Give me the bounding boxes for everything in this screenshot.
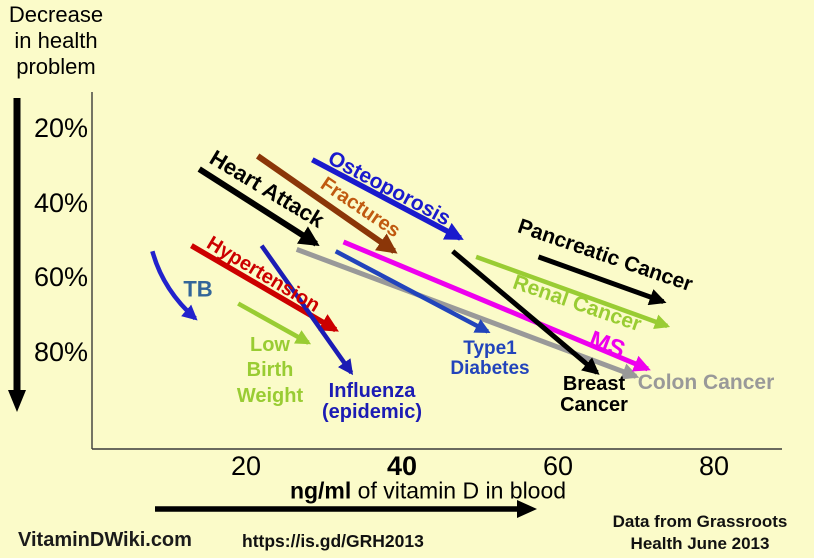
trend-arrow-ms (342, 239, 651, 372)
data-source-line: Data from Grassroots (612, 512, 788, 531)
vitamin-d-direction-arrow (155, 500, 537, 518)
y-axis-title: Decrease in health problem (3, 2, 109, 80)
y-axis-title-line: Decrease (8, 2, 104, 27)
brand-text: VitaminDWiki.com (18, 529, 192, 551)
data-source-line: Health June 2013 (630, 534, 770, 553)
y-axis-title-line: in health (14, 28, 98, 53)
trend-arrow-tb (150, 250, 198, 321)
trend-arrow-low-birth-weight (237, 301, 312, 345)
short-url-text: https://is.gd/GRH2013 (242, 531, 424, 551)
trend-arrow-osteoporosis (311, 157, 464, 241)
trend-arrow-influenza-epidemic (259, 244, 354, 376)
x-axis-title-unit: ng/ml (289, 477, 352, 504)
trend-arrow-pancreatic-cancer (537, 254, 667, 306)
trend-arrow-renal-cancer (475, 254, 671, 329)
trend-arrow-breast-cancer (451, 249, 600, 375)
data-source-text: Data from Grassroots Health June 2013 (596, 511, 804, 555)
trend-arrow-fractures (255, 153, 398, 254)
x-axis-title-rest: of vitamin D in blood (351, 477, 567, 504)
trend-arrow-heart-attack (197, 166, 320, 247)
decrease-direction-arrow (8, 98, 26, 412)
x-axis-title: ng/ml of vitamin D in blood (290, 478, 566, 505)
y-axis-title-line: problem (16, 54, 96, 79)
trend-arrow-type1-diabetes (334, 249, 491, 334)
trend-arrow-colon-cancer (295, 247, 640, 380)
